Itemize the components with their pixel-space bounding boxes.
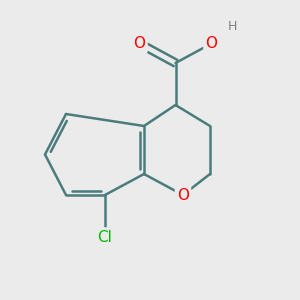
Text: O: O xyxy=(206,36,218,51)
Text: Cl: Cl xyxy=(98,230,112,244)
Text: O: O xyxy=(177,188,189,202)
Text: H: H xyxy=(228,20,237,34)
Text: O: O xyxy=(134,36,146,51)
